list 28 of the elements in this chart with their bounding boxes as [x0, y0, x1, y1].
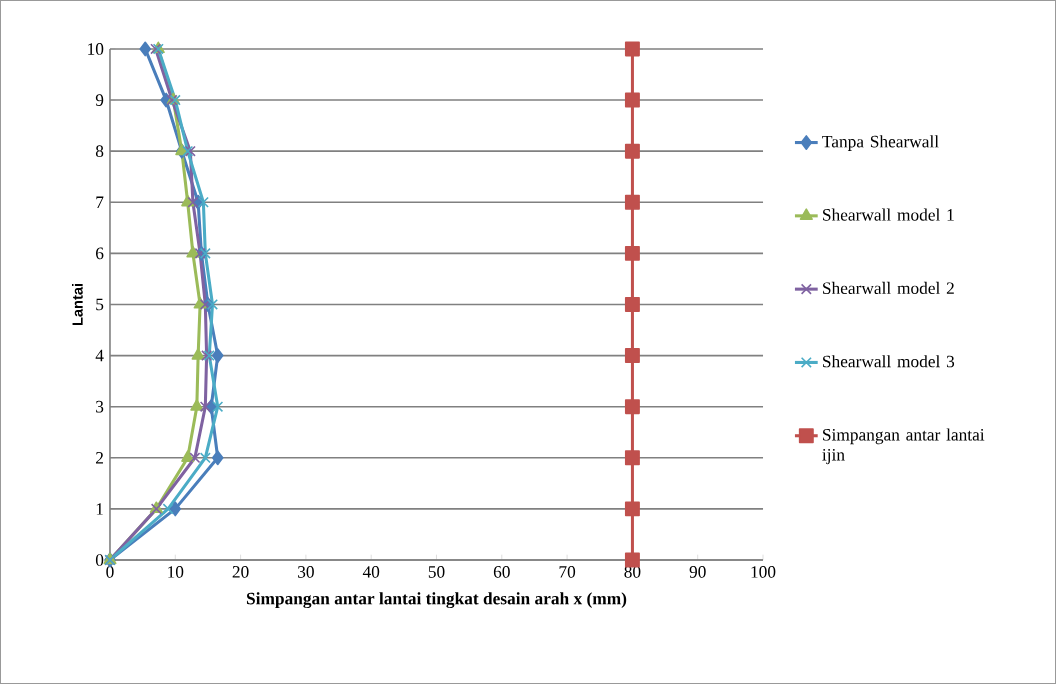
legend-label: Tanpa Shearwall	[822, 135, 939, 151]
y-tick-label: 10	[88, 43, 104, 55]
x-tick-label: 10	[168, 566, 184, 578]
legend-label: Shearwall model 1	[823, 208, 954, 221]
y-axis-title: Lantai	[72, 283, 83, 326]
x-tick-label: 60	[493, 566, 510, 578]
x-tick-label: 30	[298, 566, 314, 578]
y-tick-label: 2	[96, 452, 103, 464]
x-tick-label: 20	[232, 566, 249, 578]
y-tick-label: 9	[95, 94, 104, 106]
x-tick-label: 50	[428, 566, 445, 578]
y-tick-label: 1	[96, 503, 103, 515]
legend-label: Simpangan antar lantai ijin	[822, 428, 985, 465]
y-tick-label: 8	[95, 145, 104, 158]
y-tick-label: 4	[95, 349, 104, 362]
y-tick-label: 3	[96, 400, 104, 413]
x-tick-label: 0	[106, 566, 114, 578]
x-axis-title: Simpangan antar lantai tingkat desain arah x (mm)	[246, 592, 627, 609]
y-tick-label: 7	[96, 196, 104, 208]
legend-label: Shearwall model 2	[823, 281, 954, 295]
x-tick-label: 70	[559, 566, 576, 578]
x-tick-label: 90	[689, 566, 706, 578]
legend-label: Shearwall model 3	[823, 355, 955, 368]
y-tick-label: 0	[95, 554, 104, 566]
x-tick-label: 40	[362, 566, 380, 578]
y-tick-label: 6	[96, 247, 104, 260]
x-tick-label: 100	[751, 566, 776, 578]
y-tick-label: 5	[96, 298, 104, 311]
